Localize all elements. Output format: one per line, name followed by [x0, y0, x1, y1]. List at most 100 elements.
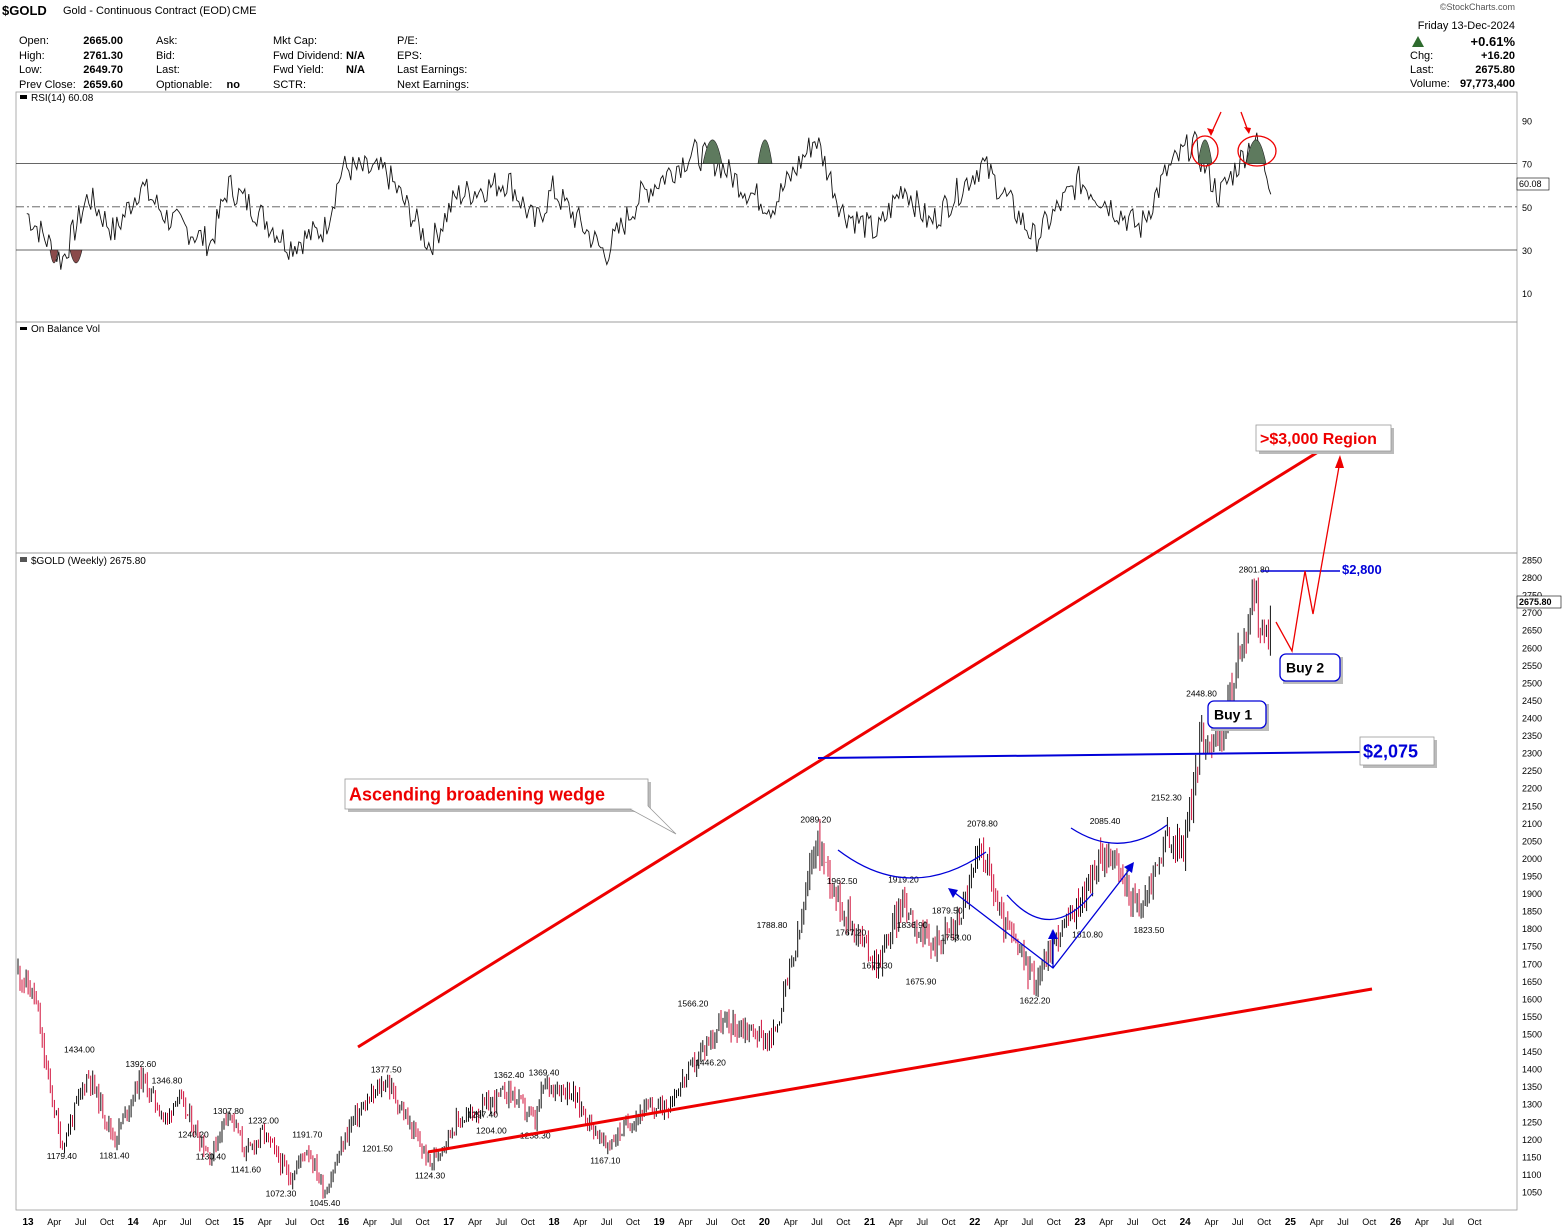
last-label: Last:: [1410, 64, 1434, 76]
price-tick-label: 1350: [1522, 1082, 1542, 1092]
price-point-label: 1124.30: [415, 1170, 445, 1180]
x-axis-label: 19: [654, 1217, 666, 1228]
price-tick-label: 1800: [1522, 924, 1542, 934]
price-point-label: 1130.40: [196, 1151, 226, 1161]
price-point-label: 1566.20: [678, 998, 709, 1008]
price-tick-label: 1150: [1522, 1152, 1541, 1162]
x-axis-label: 23: [1074, 1217, 1086, 1228]
x-axis-label: Apr: [573, 1217, 587, 1227]
price-point-label: 1297.40: [467, 1110, 498, 1120]
quote-row: High: 2761.30: [19, 50, 123, 65]
x-axis-label: Oct: [1467, 1217, 1482, 1227]
volume-value: 97,773,400: [1459, 78, 1515, 90]
x-axis-label: Apr: [1204, 1217, 1218, 1227]
x-axis-label: Oct: [100, 1217, 115, 1227]
wedge-upper-line: [357, 450, 1319, 1049]
x-axis-label: Jul: [1337, 1217, 1349, 1227]
price-tick-label: 2550: [1522, 661, 1542, 671]
x-axis-label: Oct: [626, 1217, 641, 1227]
price-point-label: 1238.30: [520, 1130, 551, 1140]
quote-date: Friday 13-Dec-2024: [1417, 20, 1515, 32]
x-axis-label: Apr: [1415, 1217, 1429, 1227]
x-axis-label: Oct: [731, 1217, 746, 1227]
price-tick-label: 1100: [1522, 1170, 1541, 1180]
x-axis-label: Oct: [1152, 1217, 1167, 1227]
quote-label: Bid:: [156, 49, 175, 62]
rsi-peak-circle: [1237, 135, 1277, 167]
x-axis-label: Jul: [390, 1217, 402, 1227]
region-label: >$3,000 Region: [1260, 431, 1377, 448]
price-tick-label: 1450: [1522, 1047, 1542, 1057]
price-point-label: 1307.80: [213, 1106, 244, 1116]
x-axis-label: Oct: [941, 1217, 956, 1227]
cup-arc-bottom: [1006, 892, 1094, 921]
price-point-label: 1045.40: [309, 1198, 340, 1208]
x-axis-label: Apr: [468, 1217, 482, 1227]
price-tick-label: 2000: [1522, 854, 1542, 864]
price-point-label: 1836.90: [897, 920, 928, 930]
level-2800-label: $2,800: [1342, 562, 1382, 577]
price-bars: [17, 577, 1271, 1199]
price-point-label: 1919.20: [888, 874, 919, 884]
price-point-label: 1201.50: [362, 1143, 393, 1153]
pattern-arrow-lines: [954, 865, 1133, 969]
quote-column-4: P/E: EPS: Last Earnings: Next Earnings:: [397, 35, 477, 93]
x-axis-label: Oct: [1047, 1217, 1062, 1227]
exchange: CME: [232, 5, 257, 17]
price-tick-label: 2450: [1522, 696, 1542, 706]
buy1-label: Buy 1: [1214, 707, 1252, 723]
chg-value: +16.20: [1481, 50, 1515, 62]
price-point-label: 1879.50: [932, 905, 963, 915]
price-tick-label: 2750: [1522, 591, 1542, 601]
price-tick-label: 1050: [1522, 1188, 1542, 1198]
x-axis-label: 25: [1285, 1217, 1297, 1228]
price-current-box: [1516, 595, 1562, 609]
price-tick-label: 2800: [1522, 573, 1542, 583]
price-point-label: 1191.70: [292, 1130, 322, 1140]
price-tick-label: 1200: [1522, 1135, 1542, 1145]
rsi-oversold-fill: [49, 249, 59, 264]
quote-row: Prev Close: 2659.60: [19, 79, 123, 94]
price-tick-label: 2500: [1522, 678, 1542, 688]
quote-label: Prev Close:: [19, 78, 76, 91]
quote-label: Optionable:: [156, 78, 213, 91]
price-point-label: 2152.30: [1151, 792, 1182, 802]
quote-row: Fwd Dividend: N/A: [273, 50, 365, 65]
quote-row: EPS:: [397, 50, 477, 65]
price-point-label: 1346.80: [152, 1075, 183, 1085]
buy2-label-box: [1279, 653, 1341, 682]
quote-row: Last:: [156, 64, 240, 79]
x-axis-label: 20: [759, 1217, 771, 1228]
price-point-label: 2801.80: [1239, 564, 1270, 574]
blue-arrow-head-icon: [1124, 862, 1134, 873]
rsi-overbought-fill: [1245, 139, 1267, 164]
price-point-label: 1823.50: [1134, 925, 1165, 935]
neckline-2075: [817, 751, 1363, 759]
quote-label: Open:: [19, 35, 49, 47]
x-axis-label: Apr: [1099, 1217, 1113, 1227]
blue-arrow-head-icon: [1048, 929, 1058, 939]
x-axis-label: Oct: [1257, 1217, 1272, 1227]
price-point-label: 1362.40: [494, 1070, 525, 1080]
quote-value: N/A: [346, 49, 365, 62]
x-axis-label: Jul: [1127, 1217, 1139, 1227]
blue-arrow-head-icon: [948, 888, 958, 898]
quote-label: Fwd Yield:: [273, 64, 324, 76]
red-arrow-head-icon: [1207, 128, 1214, 136]
x-axis-label: Jul: [601, 1217, 613, 1227]
x-axis-label: Apr: [152, 1217, 166, 1227]
region-label-box: [1255, 424, 1392, 452]
quote-row: Optionable: no: [156, 79, 240, 94]
obv-legend-swatch: [20, 327, 27, 330]
quote-row: Bid:: [156, 50, 240, 65]
x-axis-label: Jul: [285, 1217, 297, 1227]
price-point-label: 1673.30: [862, 961, 893, 971]
price-point-label: 1179.40: [47, 1151, 77, 1161]
quote-value: 2649.70: [83, 64, 123, 76]
rsi-overbought-fill: [702, 139, 723, 164]
x-axis-label: Apr: [994, 1217, 1008, 1227]
price-point-label: 1392.60: [125, 1059, 156, 1069]
red-arrow-head-icon: [1244, 127, 1251, 134]
quote-column-2: Ask: Bid: Last: Optionable: no: [156, 35, 240, 93]
price-tick-label: 2600: [1522, 643, 1542, 653]
